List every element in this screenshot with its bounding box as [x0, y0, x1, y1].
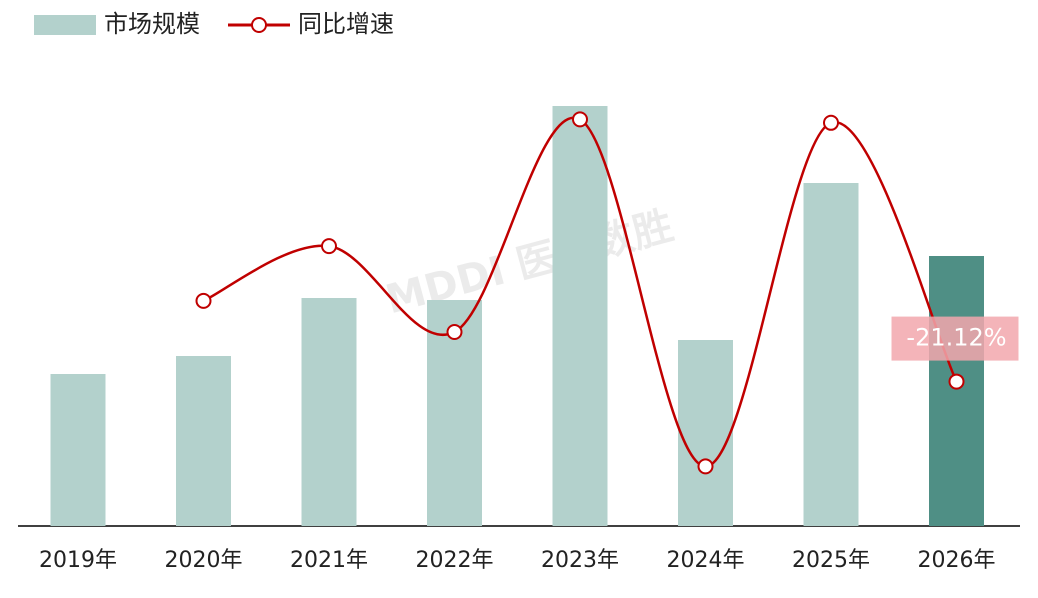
- legend-label: 同比增速: [298, 10, 394, 38]
- x-tick-label: 2019年: [39, 548, 117, 573]
- legend-label: 市场规模: [104, 10, 200, 38]
- x-tick-label: 2023年: [541, 548, 619, 573]
- data-label: -21.12%: [906, 324, 1006, 352]
- bar: [552, 106, 608, 526]
- line-marker: [195, 292, 212, 309]
- legend-bar-swatch: [34, 15, 96, 35]
- line-marker: [823, 114, 839, 131]
- bar: [678, 340, 733, 526]
- legend-marker: [251, 17, 267, 33]
- legend: 市场规模 同比增速: [34, 10, 394, 38]
- line-marker: [948, 373, 965, 390]
- line-marker: [446, 323, 463, 340]
- x-tick-label: 2025年: [792, 548, 870, 573]
- x-tick-label: 2022年: [416, 548, 494, 573]
- line-marker: [572, 111, 588, 128]
- data-label-box: [891, 316, 1019, 361]
- bar: [803, 183, 859, 526]
- x-tick-label: 2020年: [165, 548, 243, 573]
- x-tick-label: 2024年: [667, 548, 745, 573]
- x-tick-label: 2021年: [290, 548, 368, 573]
- bar: [176, 356, 231, 526]
- line-marker: [697, 458, 714, 475]
- bar: [929, 256, 984, 526]
- bar: [301, 298, 357, 526]
- bar: [50, 374, 106, 526]
- x-tick-label: 2026年: [918, 548, 996, 573]
- line-marker: [321, 238, 337, 255]
